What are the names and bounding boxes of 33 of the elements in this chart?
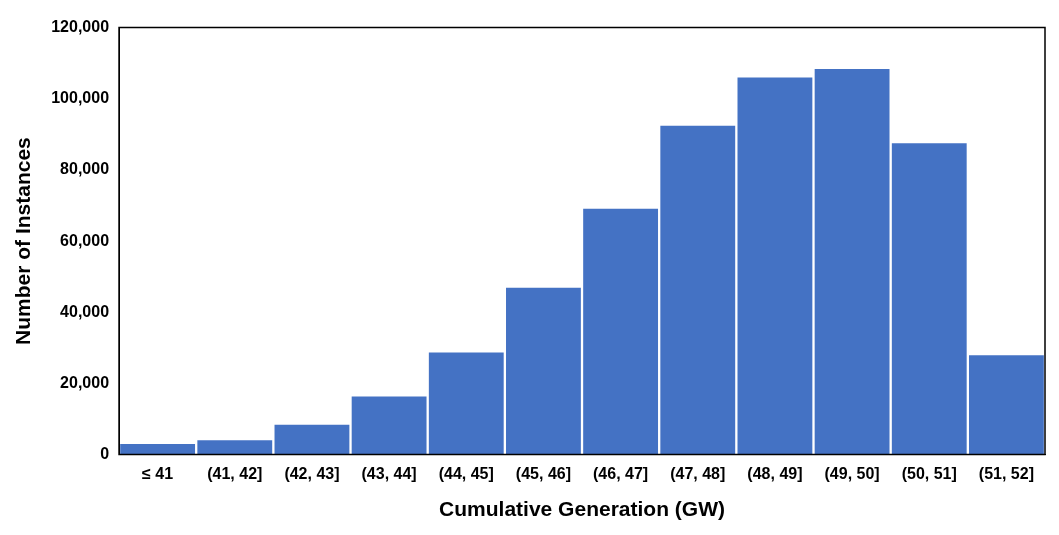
bar [351,396,427,455]
x-axis-title: Cumulative Generation (GW) [439,497,725,521]
x-tick-label: (44, 45] [438,464,494,482]
y-tick-label: 20,000 [60,373,110,391]
x-tick-label: (41, 42] [207,464,263,482]
y-tick-label: 80,000 [60,160,110,178]
x-tick-label: (43, 44] [361,464,417,482]
x-tick-label: (51, 52] [978,464,1034,482]
bar [968,355,1044,455]
y-tick-label: 40,000 [60,302,110,320]
y-axis-title: Number of Instances [11,137,35,345]
bar [814,68,890,455]
bar [737,77,813,455]
x-tick-label: (45, 46] [515,464,572,482]
x-tick-label: (49, 50] [824,464,880,482]
x-tick-label: (47, 48] [670,464,726,482]
bar [120,443,196,455]
bar [583,208,659,455]
x-tick-label: ≤ 41 [142,464,174,482]
y-tick-label: 0 [100,445,110,463]
x-tick-label: (42, 43] [284,464,340,482]
y-tick-label: 100,000 [51,89,110,107]
x-tick-label: (48, 49] [747,464,803,482]
x-tick-label: (50, 51] [901,464,957,482]
x-tick-label: (46, 47] [593,464,649,482]
bar [274,424,350,455]
y-tick-label: 120,000 [51,18,110,36]
bar [891,143,967,455]
y-tick-label: 60,000 [60,231,110,249]
bar [197,440,273,455]
bar [428,352,504,455]
bar [660,125,736,455]
bar [506,287,581,455]
